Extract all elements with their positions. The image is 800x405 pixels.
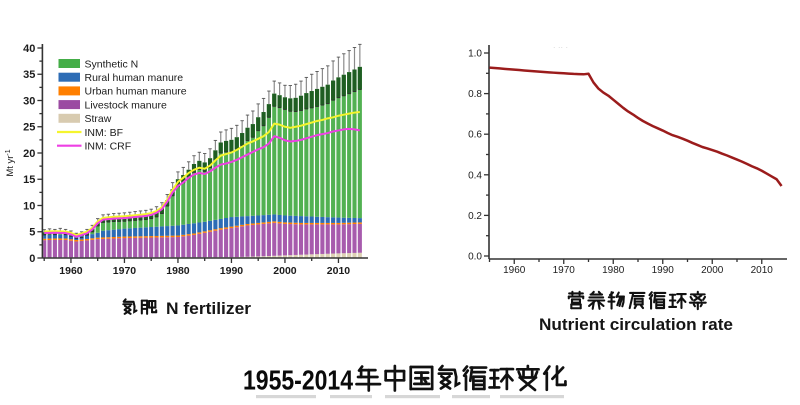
svg-text:1.0: 1.0: [468, 49, 482, 60]
svg-text:40: 40: [23, 43, 35, 55]
svg-text:5: 5: [29, 227, 35, 239]
svg-text:Synthetic N: Synthetic N: [85, 58, 139, 70]
svg-text:0: 0: [29, 253, 35, 265]
svg-text:Straw: Straw: [85, 113, 112, 125]
svg-text:0.8: 0.8: [468, 89, 482, 100]
svg-text:1980: 1980: [166, 265, 190, 277]
svg-text:0.4: 0.4: [468, 170, 482, 181]
svg-text:0.2: 0.2: [468, 211, 482, 222]
svg-text:35: 35: [23, 69, 35, 81]
svg-text:Mt yr-1: Mt yr-1: [5, 149, 16, 176]
svg-text:1970: 1970: [553, 265, 576, 276]
svg-text:25: 25: [23, 122, 35, 134]
svg-text:1970: 1970: [113, 265, 137, 277]
svg-text:. .. .: . .. .: [553, 40, 568, 50]
svg-text:2000: 2000: [273, 265, 297, 277]
svg-text:15: 15: [23, 174, 35, 186]
svg-text:INM: CRF: INM: CRF: [85, 141, 132, 153]
svg-text:INM: BF: INM: BF: [85, 127, 124, 139]
svg-text:1990: 1990: [220, 265, 244, 277]
svg-text:N fertilizer: N fertilizer: [166, 300, 252, 318]
svg-text:2010: 2010: [327, 265, 351, 277]
svg-text:2010: 2010: [751, 265, 774, 276]
svg-text:1960: 1960: [59, 265, 83, 277]
svg-text:20: 20: [23, 148, 35, 160]
svg-text:2000: 2000: [701, 265, 724, 276]
svg-text:Rural human manure: Rural human manure: [85, 72, 184, 84]
svg-text:0.6: 0.6: [468, 130, 482, 141]
svg-text:0.0: 0.0: [468, 252, 482, 263]
svg-text:30: 30: [23, 95, 35, 107]
svg-text:1980: 1980: [602, 265, 625, 276]
svg-text:Livestock manure: Livestock manure: [85, 99, 167, 111]
svg-text:1990: 1990: [652, 265, 675, 276]
svg-text:Nutrient circulation rate: Nutrient circulation rate: [539, 316, 733, 334]
svg-text:1955-2014: 1955-2014: [243, 365, 353, 396]
svg-text:1960: 1960: [503, 265, 526, 276]
svg-text:10: 10: [23, 200, 35, 212]
svg-text:Urban human manure: Urban human manure: [85, 86, 187, 98]
